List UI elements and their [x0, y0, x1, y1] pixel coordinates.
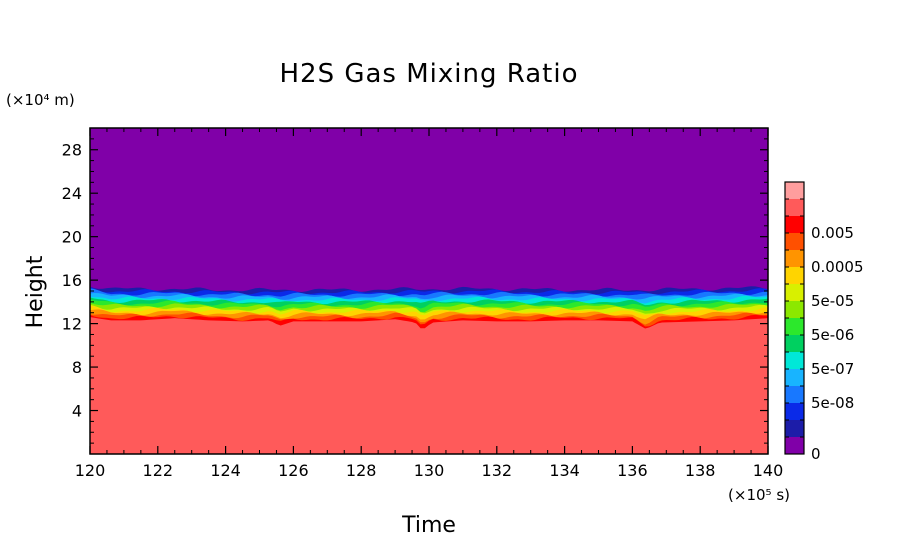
x-tick-label: 140: [753, 461, 784, 480]
x-tick-label: 126: [278, 461, 309, 480]
x-tick-label: 128: [346, 461, 377, 480]
x-tick-label: 120: [75, 461, 106, 480]
colorbar-cell: [785, 250, 804, 267]
colorbar-cell: [785, 369, 804, 386]
colorbar-cell: [785, 335, 804, 352]
y-tick-label: 28: [62, 141, 82, 160]
y-axis-label: Height: [23, 255, 48, 328]
x-unit-label: (×10⁵ s): [728, 486, 790, 504]
colorbar-cell: [785, 318, 804, 335]
x-tick-label: 124: [210, 461, 241, 480]
colorbar-cell: [785, 403, 804, 420]
x-axis-label: Time: [401, 513, 456, 538]
colorbar-cell: [785, 216, 804, 233]
colorbar-cell: [785, 420, 804, 437]
x-tick-label: 134: [549, 461, 580, 480]
x-tick-label: 138: [685, 461, 716, 480]
colorbar-cell: [785, 199, 804, 216]
colorbar-cell: [785, 386, 804, 403]
colorbar-cell: [785, 301, 804, 318]
colorbar-cell: [785, 437, 804, 454]
x-tick-label: 130: [414, 461, 445, 480]
colorbar-label: 5e-05: [811, 292, 854, 310]
contour-band-0: [90, 317, 768, 454]
colorbar-cell: [785, 284, 804, 301]
y-tick-label: 8: [72, 358, 82, 377]
x-tick-label: 122: [143, 461, 174, 480]
y-unit-label: (×10⁴ m): [6, 91, 75, 109]
colorbar-cell: [785, 352, 804, 369]
colorbar-label: 5e-08: [811, 394, 854, 412]
axes: 120 122 124 126 128 130 132 134 136 138 140 4 8 12 16 2…: [62, 127, 784, 480]
x-tick-label: 136: [617, 461, 648, 480]
colorbar-cell: [785, 267, 804, 284]
y-tick-label: 20: [62, 228, 82, 247]
chart-title: H2S Gas Mixing Ratio: [279, 59, 578, 89]
colorbar-cell: [785, 233, 804, 250]
colorbar-label: 0.005: [811, 224, 854, 242]
y-tick-label: 12: [62, 315, 82, 334]
colorbar-label: 0.0005: [811, 258, 864, 276]
plot-area: [90, 128, 768, 454]
x-tick-label: 132: [482, 461, 513, 480]
colorbar: 0 5e-08 5e-07 5e-06 5e-05 0.0005 0.005: [784, 181, 864, 463]
y-tick-label: 16: [62, 271, 82, 290]
colorbar-label: 5e-06: [811, 326, 854, 344]
colorbar-label: 0: [811, 445, 821, 463]
colorbar-label: 5e-07: [811, 360, 854, 378]
y-tick-label: 24: [62, 184, 82, 203]
colorbar-cell: [785, 182, 804, 199]
y-tick-label: 4: [72, 402, 82, 421]
